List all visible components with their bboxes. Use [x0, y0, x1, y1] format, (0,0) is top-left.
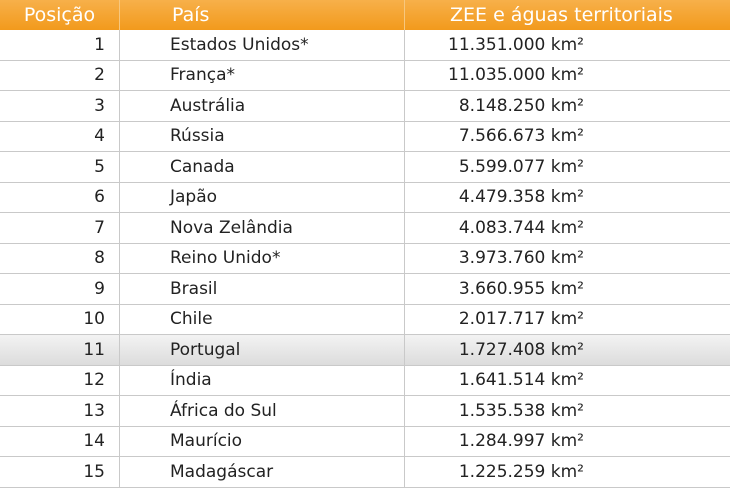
table-row: 15 Madagáscar 1.225.259 km²	[0, 457, 730, 488]
cell-position: 9	[0, 274, 120, 304]
cell-area: 1.727.408 km²	[458, 339, 584, 360]
cell-country: Japão	[120, 182, 405, 212]
table-row: 2 França* 11.035.000 km²	[0, 60, 730, 91]
cell-country: Austrália	[120, 91, 405, 121]
cell-area: 2.017.717 km²	[458, 309, 584, 330]
cell-country: África do Sul	[120, 396, 405, 426]
cell-position: 11	[0, 335, 120, 365]
cell-country: Chile	[120, 304, 405, 334]
cell-area: 1.284.997 km²	[458, 431, 584, 452]
cell-position: 5	[0, 152, 120, 182]
cell-area: 5.599.077 km²	[458, 156, 584, 177]
table-row: 14 Maurício 1.284.997 km²	[0, 426, 730, 457]
cell-position: 12	[0, 365, 120, 395]
cell-country: Canada	[120, 152, 405, 182]
cell-position: 1	[0, 30, 120, 60]
cell-position: 6	[0, 182, 120, 212]
table-row: 1 Estados Unidos* 11.351.000 km²	[0, 30, 730, 61]
header-area: ZEE e águas territoriais	[450, 4, 673, 26]
cell-position: 15	[0, 457, 120, 487]
cell-area: 1.535.538 km²	[458, 400, 584, 421]
cell-area: 7.566.673 km²	[458, 126, 584, 147]
cell-area: 4.479.358 km²	[458, 187, 584, 208]
table-header: Posição País ZEE e águas territoriais	[0, 0, 730, 30]
cell-position: 13	[0, 396, 120, 426]
cell-area: 11.035.000 km²	[448, 65, 584, 86]
cell-country: França*	[120, 60, 405, 90]
cell-position: 3	[0, 91, 120, 121]
table-row: 5 Canada 5.599.077 km²	[0, 152, 730, 183]
cell-country: Nova Zelândia	[120, 213, 405, 243]
cell-area: 1.225.259 km²	[458, 461, 584, 482]
cell-country: Brasil	[120, 274, 405, 304]
cell-position: 7	[0, 213, 120, 243]
cell-area: 1.641.514 km²	[458, 370, 584, 391]
cell-area: 8.148.250 km²	[458, 95, 584, 116]
table-row: 4 Rússia 7.566.673 km²	[0, 121, 730, 152]
table-row: 9 Brasil 3.660.955 km²	[0, 274, 730, 305]
table-row-highlighted: 11 Portugal 1.727.408 km²	[0, 335, 730, 366]
cell-area: 3.973.760 km²	[458, 248, 584, 269]
table-row: 8 Reino Unido* 3.973.760 km²	[0, 243, 730, 274]
cell-position: 4	[0, 121, 120, 151]
cell-country: Índia	[120, 365, 405, 395]
cell-position: 2	[0, 60, 120, 90]
cell-area: 4.083.744 km²	[458, 217, 584, 238]
table-row: 13 África do Sul 1.535.538 km²	[0, 396, 730, 427]
table-row: 10 Chile 2.017.717 km²	[0, 304, 730, 335]
header-position: Posição	[0, 0, 120, 30]
cell-area: 11.351.000 km²	[448, 34, 584, 55]
cell-country: Madagáscar	[120, 457, 405, 487]
table-row: 6 Japão 4.479.358 km²	[0, 182, 730, 213]
cell-position: 8	[0, 243, 120, 273]
cell-country: Rússia	[120, 121, 405, 151]
cell-country: Reino Unido*	[120, 243, 405, 273]
cell-position: 14	[0, 426, 120, 456]
cell-country: Estados Unidos*	[120, 30, 405, 60]
table-row: 12 Índia 1.641.514 km²	[0, 365, 730, 396]
cell-country: Portugal	[120, 335, 405, 365]
table-row: 7 Nova Zelândia 4.083.744 km²	[0, 213, 730, 244]
cell-area: 3.660.955 km²	[458, 278, 584, 299]
cell-country: Maurício	[120, 426, 405, 456]
table-row: 3 Austrália 8.148.250 km²	[0, 91, 730, 122]
header-country: País	[120, 0, 405, 30]
cell-position: 10	[0, 304, 120, 334]
